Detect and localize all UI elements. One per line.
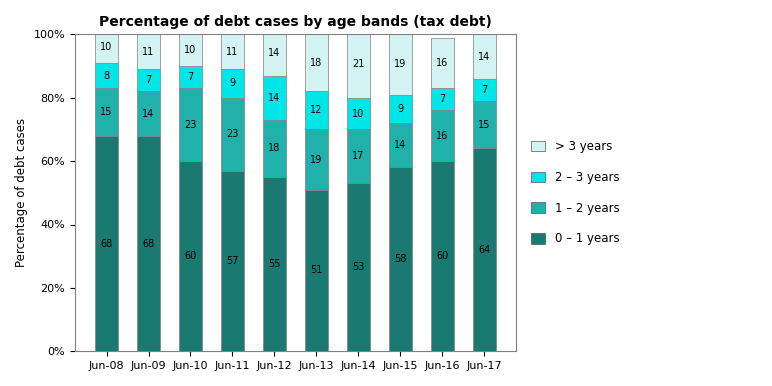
Text: 11: 11	[226, 47, 239, 57]
Bar	[347, 31, 370, 98]
Text: 7: 7	[188, 72, 194, 82]
Bar	[347, 183, 370, 351]
Text: 23: 23	[226, 129, 239, 139]
Text: 8: 8	[103, 71, 110, 81]
Bar	[389, 123, 412, 168]
Bar	[473, 34, 496, 79]
Bar	[137, 91, 160, 136]
Bar	[389, 168, 412, 351]
Bar	[179, 66, 202, 88]
Text: 10: 10	[100, 42, 113, 52]
Text: 14: 14	[269, 93, 280, 103]
Text: 68: 68	[142, 239, 154, 249]
Text: 12: 12	[310, 105, 323, 115]
Bar	[137, 69, 160, 91]
Bar	[263, 31, 286, 76]
Text: 21: 21	[352, 59, 364, 69]
Text: 14: 14	[269, 48, 280, 58]
Bar	[95, 31, 118, 63]
Bar	[431, 110, 454, 161]
Bar	[389, 34, 412, 95]
Legend: > 3 years, 2 – 3 years, 1 – 2 years, 0 – 1 years: > 3 years, 2 – 3 years, 1 – 2 years, 0 –…	[527, 135, 625, 250]
Text: 16: 16	[436, 58, 449, 68]
Y-axis label: Percentage of debt cases: Percentage of debt cases	[15, 118, 28, 267]
Bar	[263, 177, 286, 351]
Text: 9: 9	[229, 78, 235, 88]
Text: 9: 9	[398, 104, 404, 114]
Text: 64: 64	[479, 245, 490, 255]
Bar	[431, 161, 454, 351]
Bar	[305, 129, 328, 190]
Text: 60: 60	[436, 251, 449, 261]
Bar	[95, 63, 118, 88]
Bar	[473, 101, 496, 149]
Text: 10: 10	[352, 108, 364, 119]
Text: 51: 51	[310, 266, 323, 276]
Text: 10: 10	[185, 45, 197, 55]
Bar	[389, 95, 412, 123]
Bar	[137, 34, 160, 69]
Bar	[263, 76, 286, 120]
Text: 60: 60	[185, 251, 197, 261]
Text: 15: 15	[479, 120, 491, 130]
Bar	[95, 136, 118, 351]
Bar	[221, 69, 244, 98]
Text: 18: 18	[269, 144, 280, 153]
Text: 7: 7	[481, 85, 488, 95]
Text: 68: 68	[100, 239, 113, 249]
Bar	[179, 161, 202, 351]
Bar	[347, 98, 370, 129]
Text: 19: 19	[394, 59, 407, 69]
Bar	[179, 34, 202, 66]
Bar	[473, 79, 496, 101]
Text: 7: 7	[145, 75, 151, 85]
Text: 19: 19	[310, 154, 323, 164]
Bar	[431, 88, 454, 110]
Text: 7: 7	[439, 94, 445, 104]
Text: 15: 15	[100, 107, 113, 117]
Text: 58: 58	[394, 254, 407, 264]
Text: 14: 14	[479, 51, 490, 61]
Text: 16: 16	[436, 131, 449, 141]
Text: 57: 57	[226, 256, 239, 266]
Bar	[95, 88, 118, 136]
Bar	[347, 129, 370, 183]
Bar	[305, 190, 328, 351]
Bar	[179, 88, 202, 161]
Bar	[473, 149, 496, 351]
Text: 14: 14	[142, 108, 154, 119]
Bar	[263, 120, 286, 177]
Text: 11: 11	[142, 47, 154, 57]
Text: 14: 14	[394, 140, 407, 150]
Bar	[221, 171, 244, 351]
Bar	[221, 34, 244, 69]
Text: 23: 23	[185, 120, 197, 130]
Bar	[221, 98, 244, 171]
Bar	[305, 91, 328, 129]
Bar	[431, 37, 454, 88]
Title: Percentage of debt cases by age bands (tax debt): Percentage of debt cases by age bands (t…	[99, 15, 492, 29]
Bar	[305, 34, 328, 91]
Bar	[137, 136, 160, 351]
Text: 55: 55	[268, 259, 281, 269]
Text: 53: 53	[352, 262, 364, 272]
Text: 17: 17	[352, 151, 364, 161]
Text: 18: 18	[310, 58, 323, 68]
